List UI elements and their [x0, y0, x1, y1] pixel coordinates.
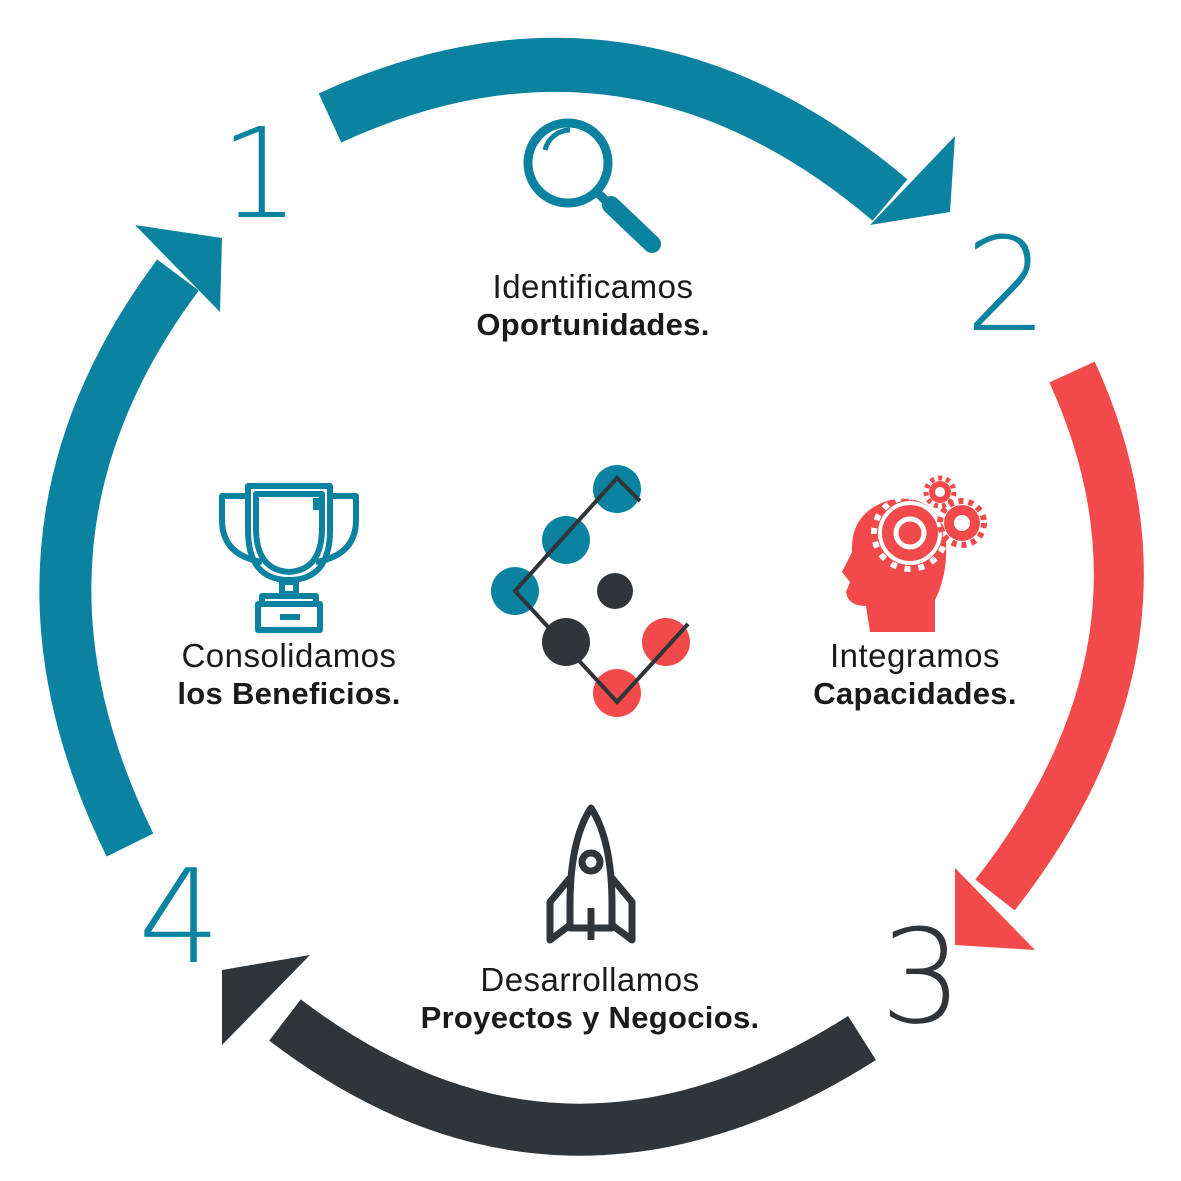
head-gears-icon	[842, 475, 987, 632]
step-3-line1: Desarrollamos	[480, 961, 700, 998]
arrow-4-to-1	[39, 225, 222, 857]
step-number-4: 4	[138, 841, 221, 993]
step-label-4: Consolidamos los Beneficios.	[128, 637, 450, 713]
step-2-line2: Capacidades.	[813, 675, 1017, 711]
step-label-2: Integramos Capacidades.	[760, 637, 1070, 713]
step-4-line2: los Beneficios.	[177, 675, 401, 711]
step-2-line1: Integramos	[829, 637, 1001, 674]
step-number-1: 1	[220, 102, 300, 247]
dots-logo-icon	[491, 465, 690, 717]
rocket-icon	[546, 804, 636, 944]
arrow-2-to-3	[955, 361, 1144, 950]
step-4-line1: Consolidamos	[181, 637, 397, 674]
step-number-3: 3	[880, 901, 963, 1053]
step-1-line1: Identificamos	[492, 268, 694, 305]
arrow-3-to-4	[222, 955, 876, 1156]
step-label-3: Desarrollamos Proyectos y Negocios.	[370, 961, 810, 1037]
step-1-line2: Oportunidades.	[476, 306, 710, 342]
step-3-line2: Proyectos y Negocios.	[420, 999, 760, 1035]
arrow-1-to-2	[318, 37, 955, 225]
step-label-1: Identificamos Oportunidades.	[400, 268, 786, 344]
step-number-2: 2	[965, 209, 1048, 361]
magnifying-glass-icon	[523, 118, 661, 253]
trophy-icon	[219, 483, 359, 633]
